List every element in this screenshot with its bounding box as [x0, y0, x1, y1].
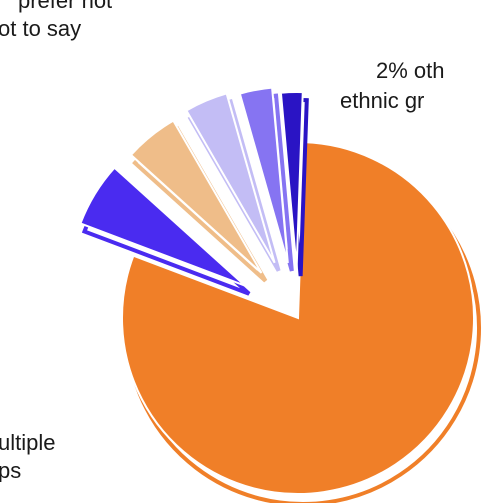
label-multiple-line2: ps [0, 458, 22, 482]
pie-slice-3 [185, 92, 276, 264]
label-prefer-not-line1: prefer not [18, 0, 113, 13]
pie-slice-0 [121, 141, 475, 495]
label-prefer-not-line2: ot to say [0, 16, 82, 41]
label-other-line2: ethnic gr [340, 88, 425, 113]
pie-slice-4 [238, 86, 289, 264]
pie-slice-1 [79, 166, 246, 287]
label-multiple-line1: ultiple [0, 430, 56, 455]
pie-slice-2 [129, 119, 263, 274]
pie-slice-5 [279, 91, 304, 269]
label-other-line1: 2% oth [376, 58, 445, 83]
